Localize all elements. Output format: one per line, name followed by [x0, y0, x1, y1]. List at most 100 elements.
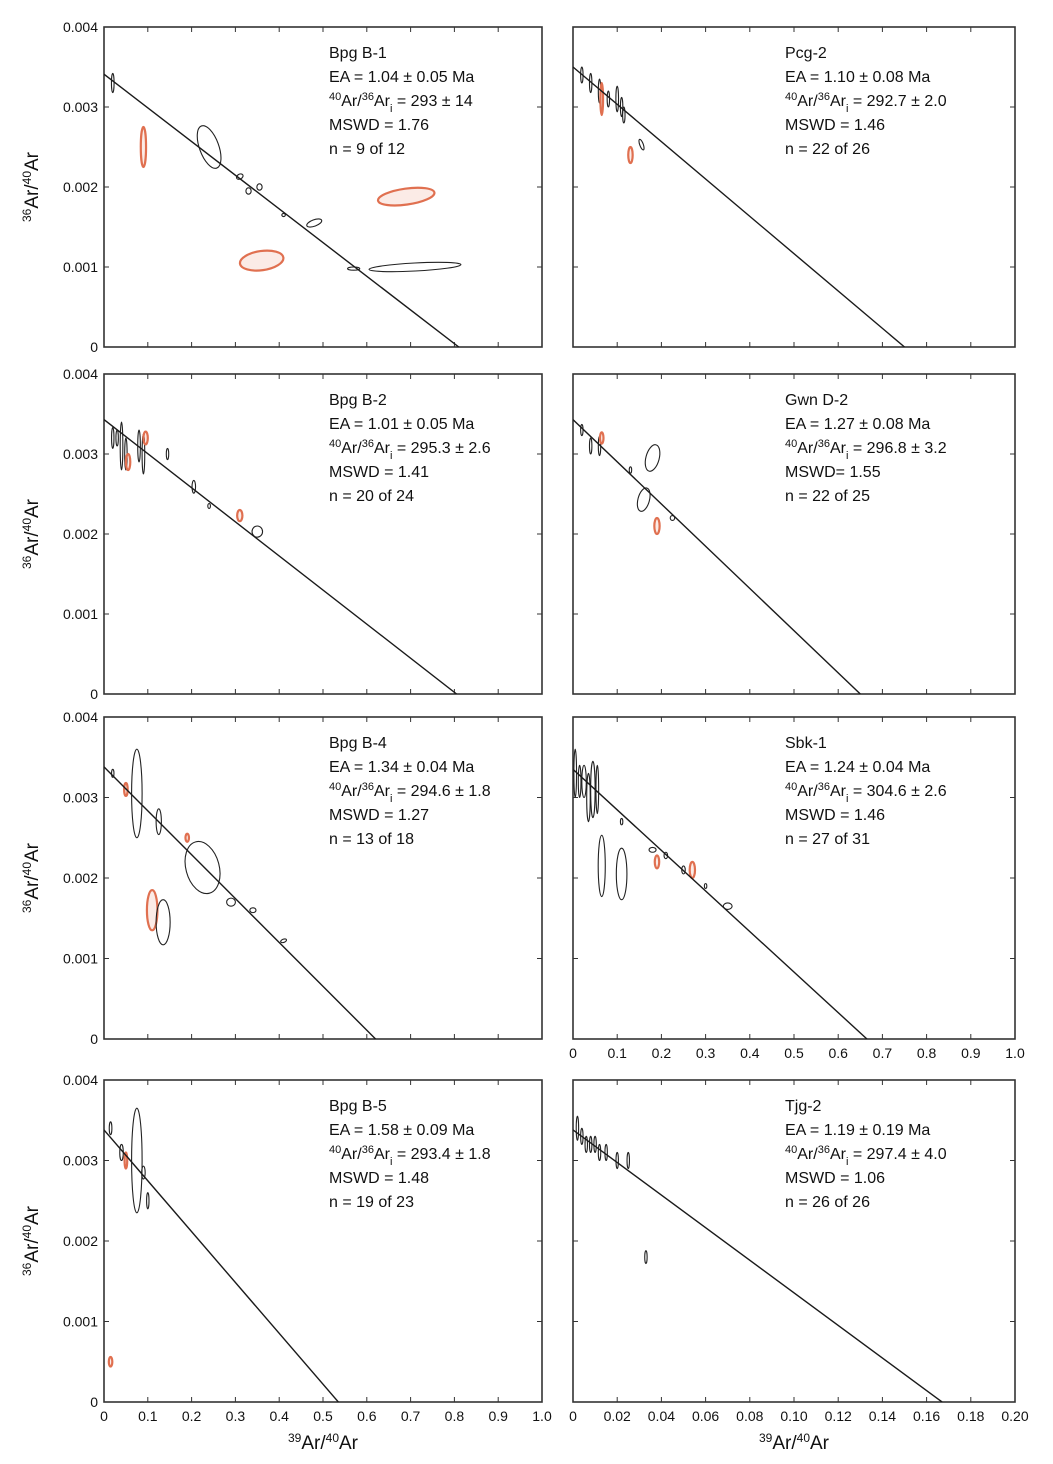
mswd-label: MSWD = 1.06 [785, 1170, 885, 1187]
error-ellipse [165, 447, 170, 461]
x-tick-label: 0.6 [828, 1045, 848, 1061]
plot-frame [103, 373, 543, 695]
x-tick-label: 1.0 [532, 1408, 552, 1424]
plot-frame [103, 1079, 543, 1403]
y-tick-label: 0.001 [63, 259, 98, 275]
mswd-label: MSWD = 1.46 [785, 807, 885, 824]
x-tick-label: 0.08 [736, 1408, 763, 1424]
marks [573, 419, 861, 694]
error-ellipse [236, 508, 244, 523]
y-tick-label: 0.002 [63, 1233, 98, 1249]
x-tick-label: 0.5 [784, 1045, 804, 1061]
n-label: n = 19 of 23 [329, 1194, 414, 1211]
error-ellipse [627, 145, 634, 165]
error-ellipse [131, 748, 143, 839]
x-tick-label: 0 [569, 1045, 577, 1061]
sample-label: Bpg B-1 [329, 45, 387, 62]
x-tick-label: 0.3 [226, 1408, 246, 1424]
mswd-label: MSWD= 1.55 [785, 464, 881, 481]
error-ellipse [622, 106, 626, 124]
x-tick-label: 0.8 [917, 1045, 937, 1061]
error-ellipse [131, 1107, 143, 1214]
x-tick-label: 0.4 [269, 1408, 289, 1424]
y-tick-label: 0 [90, 339, 98, 355]
ea-label: EA = 1.19 ± 0.19 Ma [785, 1122, 930, 1139]
ar-ratio-label: 40Ar/36Ari = 293 ± 14 [329, 91, 473, 115]
plot-frame [103, 26, 543, 348]
panel-pcg-2: Pcg-2 EA = 1.10 ± 0.08 Ma 40Ar/36Ari = 292… [572, 26, 1016, 348]
error-ellipse [638, 138, 645, 151]
x-tick-label: 0.04 [648, 1408, 675, 1424]
error-ellipse [597, 834, 606, 898]
isochron-line [104, 1129, 339, 1402]
panel-bpg-b-4: 0 0.001 0.002 0.003 0.004 36Ar/40Ar Bpg B-4 EA … [20, 709, 543, 1047]
y-tick-label: 0.003 [63, 790, 98, 806]
error-ellipse [586, 772, 591, 823]
error-ellipse [615, 847, 628, 901]
error-ellipse [249, 907, 257, 914]
x-tick-label: 0.10 [780, 1408, 807, 1424]
error-ellipse [184, 832, 191, 843]
x-tick-label: 0.6 [357, 1408, 377, 1424]
error-ellipse [653, 516, 661, 536]
ar-ratio-label: 40Ar/36Ari = 293.4 ± 1.8 [329, 1144, 491, 1168]
y-tick-label: 0 [90, 686, 98, 702]
error-ellipse [245, 187, 252, 195]
y-tick-label: 0.004 [63, 1072, 98, 1088]
ea-label: EA = 1.01 ± 0.05 Ma [329, 416, 474, 433]
error-ellipse [580, 423, 584, 437]
n-label: n = 26 of 26 [785, 1194, 870, 1211]
error-ellipse [599, 81, 605, 117]
error-ellipse [619, 817, 624, 826]
x-tick-label: 0.02 [604, 1408, 631, 1424]
error-ellipse [588, 437, 593, 455]
x-tick-label: 0.06 [692, 1408, 719, 1424]
y-tick-label: 0 [90, 1394, 98, 1410]
x-axis-label: 39Ar/40Ar [288, 1431, 359, 1454]
isochron-line [104, 419, 458, 694]
x-tick-label: 0 [569, 1408, 577, 1424]
n-label: n = 13 of 18 [329, 831, 414, 848]
error-ellipse [146, 1192, 150, 1210]
error-ellipse [306, 218, 323, 228]
error-ellipse [196, 125, 222, 169]
error-ellipse [111, 768, 115, 778]
marks [573, 748, 868, 1039]
error-ellipse [280, 938, 288, 944]
error-ellipse [604, 1143, 608, 1162]
y-axis-label: 36Ar/40Ar [20, 842, 43, 913]
x-tick-label: 0.20 [1001, 1408, 1028, 1424]
y-tick-label: 0.001 [63, 1314, 98, 1330]
y-tick-label: 0 [90, 1031, 98, 1047]
isochron-line [573, 1129, 943, 1402]
error-ellipse [110, 72, 115, 94]
sample-label: Bpg B-4 [329, 735, 387, 752]
x-tick-label: 0.12 [825, 1408, 852, 1424]
error-ellipse [577, 764, 582, 799]
isochron-line [104, 766, 377, 1039]
y-tick-label: 0.001 [63, 606, 98, 622]
x-tick-label: 0.4 [740, 1045, 760, 1061]
panel-gwn-d-2: Gwn D-2 EA = 1.27 ± 0.08 Ma 40Ar/36Ari = 2… [572, 373, 1016, 695]
y-tick-label: 0.003 [63, 1153, 98, 1169]
mswd-label: MSWD = 1.48 [329, 1170, 429, 1187]
error-ellipse [191, 479, 197, 494]
mswd-label: MSWD = 1.46 [785, 117, 885, 134]
n-label: n = 20 of 24 [329, 488, 414, 505]
ar-ratio-label: 40Ar/36Ari = 295.3 ± 2.6 [329, 438, 491, 462]
error-ellipse [688, 860, 697, 880]
y-tick-label: 0.002 [63, 179, 98, 195]
ea-label: EA = 1.04 ± 0.05 Ma [329, 69, 474, 86]
sample-label: Tjg-2 [785, 1098, 822, 1115]
y-tick-label: 0.003 [63, 99, 98, 115]
error-ellipse [184, 840, 221, 895]
x-tick-label: 0.5 [313, 1408, 333, 1424]
n-label: n = 9 of 12 [329, 141, 405, 158]
plot-frame [103, 716, 543, 1040]
sample-label: Bpg B-2 [329, 392, 387, 409]
y-tick-label: 0.002 [63, 870, 98, 886]
y-tick-label: 0.002 [63, 526, 98, 542]
marks [104, 419, 458, 694]
y-tick-label: 0.003 [63, 446, 98, 462]
error-ellipse [636, 487, 651, 512]
